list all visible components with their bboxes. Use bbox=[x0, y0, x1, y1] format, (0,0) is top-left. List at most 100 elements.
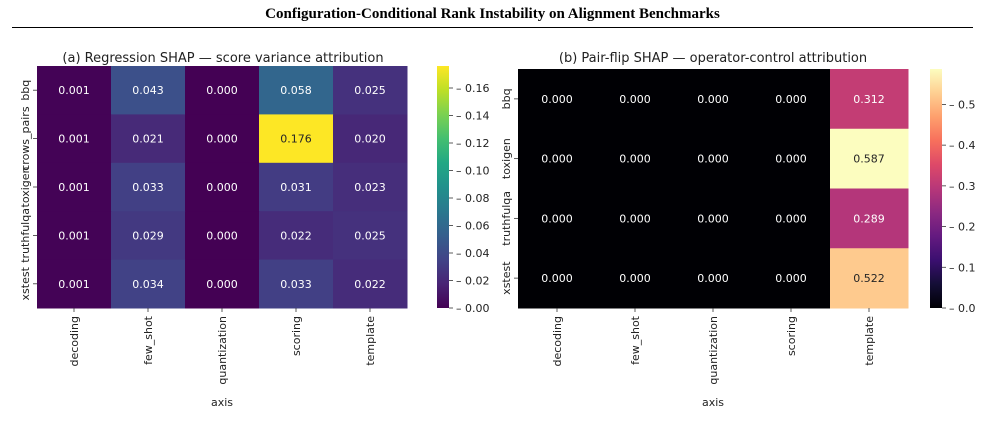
heatmap-b-cell-toxigen-decoding bbox=[518, 128, 597, 189]
panel-a-ytick-label-truthfulqa: truthfulqa bbox=[19, 208, 32, 263]
heatmap-b-label-toxigen-scoring: 0.000 bbox=[775, 153, 807, 166]
heatmap-a-label-bbq-decoding: 0.001 bbox=[58, 84, 90, 97]
colorbar-a-tick-label-8: – 0.16 bbox=[456, 82, 490, 95]
heatmap-a-cell-bbq-template bbox=[333, 66, 408, 115]
heatmap-a-cell-bbq-scoring bbox=[259, 66, 334, 115]
colorbar-a-tick-label-5: – 0.10 bbox=[456, 165, 490, 178]
colorbar-b-tick-label-4: – 0.4 bbox=[949, 139, 976, 152]
heatmap-b-cell-toxigen-quantization bbox=[674, 128, 753, 189]
heatmap-a-label-truthfulqa-scoring: 0.022 bbox=[280, 229, 312, 242]
heatmap-a-cell-crows_pairs-quantization bbox=[185, 114, 260, 164]
heatmap-b-cell-toxigen-scoring bbox=[752, 128, 831, 189]
heatmap-a-cell-crows_pairs-scoring bbox=[259, 114, 334, 164]
heatmap-b-label-toxigen-decoding: 0.000 bbox=[541, 153, 573, 166]
heatmap-a-label-crows_pairs-template: 0.020 bbox=[354, 133, 386, 146]
heatmap-a-label-truthfulqa-quantization: 0.000 bbox=[206, 229, 238, 242]
panel-b-ytick-label-bbq: bbq bbox=[500, 88, 513, 109]
heatmap-b-cell-truthfulqa-quantization bbox=[674, 188, 753, 249]
heatmap-b-cell-bbq-quantization bbox=[674, 69, 753, 130]
colorbar-b-tick-label-0: – 0.0 bbox=[949, 302, 976, 315]
heatmap-b-label-truthfulqa-decoding: 0.000 bbox=[541, 212, 573, 225]
heatmap-b-cell-xstest-quantization bbox=[674, 248, 753, 309]
panel-b-xlabel: axis bbox=[702, 396, 724, 409]
heatmap-a-label-xstest-template: 0.022 bbox=[354, 278, 386, 291]
heatmap-a-cell-truthfulqa-few_shot bbox=[111, 211, 186, 261]
panel-b-ytick-label-truthfulqa: truthfulqa bbox=[500, 191, 513, 246]
panel-a-ytick-label-xstest: xstest bbox=[19, 266, 32, 300]
heatmap-a-label-xstest-few_shot: 0.034 bbox=[132, 278, 164, 291]
heatmap-b-label-truthfulqa-scoring: 0.000 bbox=[775, 212, 807, 225]
panel-a-xtick-label-quantization: quantization bbox=[216, 316, 229, 385]
panel-b-xtick-label-decoding: decoding bbox=[551, 316, 564, 367]
colorbar-b-tick-label-3: – 0.3 bbox=[949, 180, 976, 193]
heatmap-a-label-toxigen-decoding: 0.001 bbox=[58, 181, 90, 194]
panel-a-xtick-label-decoding: decoding bbox=[68, 316, 81, 367]
colorbar-a-tick-label-2: – 0.04 bbox=[456, 247, 490, 260]
heatmap-a-cell-bbq-quantization bbox=[185, 66, 260, 115]
heatmap-b-cell-bbq-decoding bbox=[518, 69, 597, 130]
heatmap-b-label-xstest-template: 0.522 bbox=[853, 272, 885, 285]
colorbar-a-tick-label-3: – 0.06 bbox=[456, 220, 490, 233]
heatmap-a-label-toxigen-few_shot: 0.033 bbox=[132, 181, 164, 194]
heatmap-a-cell-truthfulqa-decoding bbox=[37, 211, 112, 261]
heatmap-a-label-crows_pairs-scoring: 0.176 bbox=[280, 133, 312, 146]
heatmap-a-cell-toxigen-scoring bbox=[259, 162, 334, 212]
heatmap-b-label-bbq-template: 0.312 bbox=[853, 93, 885, 106]
heatmap-b-label-xstest-decoding: 0.000 bbox=[541, 272, 573, 285]
heatmap-a-label-crows_pairs-decoding: 0.001 bbox=[58, 133, 90, 146]
panel-a-xtick-label-template: template bbox=[364, 316, 377, 366]
panel-a-title: (a) Regression SHAP — score variance att… bbox=[62, 51, 383, 66]
panel-b-title: (b) Pair-flip SHAP — operator-control at… bbox=[559, 51, 867, 66]
panel-a-xlabel: axis bbox=[211, 396, 233, 409]
heatmap-a-label-bbq-scoring: 0.058 bbox=[280, 84, 312, 97]
heatmap-a-label-crows_pairs-quantization: 0.000 bbox=[206, 133, 238, 146]
page-title: Configuration-Conditional Rank Instabili… bbox=[265, 6, 720, 22]
heatmap-b-cell-bbq-template bbox=[830, 69, 909, 130]
colorbar-a-tick-label-4: – 0.08 bbox=[456, 192, 490, 205]
title-rule-top bbox=[12, 27, 973, 28]
heatmap-a-cell-truthfulqa-template bbox=[333, 211, 408, 261]
heatmap-b-label-truthfulqa-quantization: 0.000 bbox=[697, 212, 729, 225]
heatmap-a-label-toxigen-template: 0.023 bbox=[354, 181, 386, 194]
colorbar-a bbox=[437, 66, 449, 308]
heatmap-a-cell-truthfulqa-scoring bbox=[259, 211, 334, 261]
panel-b-ytick-label-toxigen: toxigen bbox=[500, 138, 513, 179]
colorbar-a-tick-label-1: – 0.02 bbox=[456, 275, 490, 288]
heatmap-b-label-bbq-quantization: 0.000 bbox=[697, 93, 729, 106]
heatmap-a-label-truthfulqa-decoding: 0.001 bbox=[58, 229, 90, 242]
colorbar-a-tick-label-0: – 0.00 bbox=[456, 302, 490, 315]
heatmap-a-label-toxigen-scoring: 0.031 bbox=[280, 181, 312, 194]
heatmap-b-cell-bbq-scoring bbox=[752, 69, 831, 130]
heatmap-a-cell-toxigen-template bbox=[333, 162, 408, 212]
panel-a-ytick-label-toxigen: toxigen bbox=[19, 166, 32, 207]
colorbar-b-tick-label-2: – 0.2 bbox=[949, 221, 976, 234]
heatmap-a-cell-xstest-decoding bbox=[37, 259, 112, 309]
heatmap-a-label-toxigen-quantization: 0.000 bbox=[206, 181, 238, 194]
colorbar-b-tick-label-1: – 0.1 bbox=[949, 261, 976, 274]
heatmap-b-cell-toxigen-few_shot bbox=[596, 128, 675, 189]
heatmap-a-label-bbq-template: 0.025 bbox=[354, 84, 386, 97]
heatmap-a-cell-toxigen-few_shot bbox=[111, 162, 186, 212]
heatmap-b-cell-xstest-scoring bbox=[752, 248, 831, 309]
heatmap-b-label-xstest-few_shot: 0.000 bbox=[619, 272, 651, 285]
heatmap-b-label-bbq-decoding: 0.000 bbox=[541, 93, 573, 106]
panel-b-xtick-label-quantization: quantization bbox=[707, 316, 720, 385]
heatmap-a-cell-truthfulqa-quantization bbox=[185, 211, 260, 261]
heatmap-a-label-crows_pairs-few_shot: 0.021 bbox=[132, 133, 164, 146]
heatmap-b-label-toxigen-quantization: 0.000 bbox=[697, 153, 729, 166]
heatmap-a-label-bbq-quantization: 0.000 bbox=[206, 84, 238, 97]
heatmap-a-label-xstest-decoding: 0.001 bbox=[58, 278, 90, 291]
heatmap-a-cell-xstest-scoring bbox=[259, 259, 334, 309]
heatmap-b-label-xstest-scoring: 0.000 bbox=[775, 272, 807, 285]
heatmap-b-label-bbq-few_shot: 0.000 bbox=[619, 93, 651, 106]
panel-a-xtick-label-few_shot: few_shot bbox=[142, 315, 155, 365]
heatmap-b-cell-xstest-few_shot bbox=[596, 248, 675, 309]
heatmap-b-label-toxigen-template: 0.587 bbox=[853, 153, 885, 166]
heatmap-a-cell-toxigen-decoding bbox=[37, 162, 112, 212]
panel-a-ytick-label-bbq: bbq bbox=[19, 80, 32, 101]
heatmap-a-cell-toxigen-quantization bbox=[185, 162, 260, 212]
panel-a-xtick-label-scoring: scoring bbox=[290, 316, 303, 356]
heatmap-a-label-truthfulqa-few_shot: 0.029 bbox=[132, 229, 164, 242]
panel-b-xtick-label-template: template bbox=[863, 316, 876, 366]
heatmap-b-cell-xstest-template bbox=[830, 248, 909, 309]
